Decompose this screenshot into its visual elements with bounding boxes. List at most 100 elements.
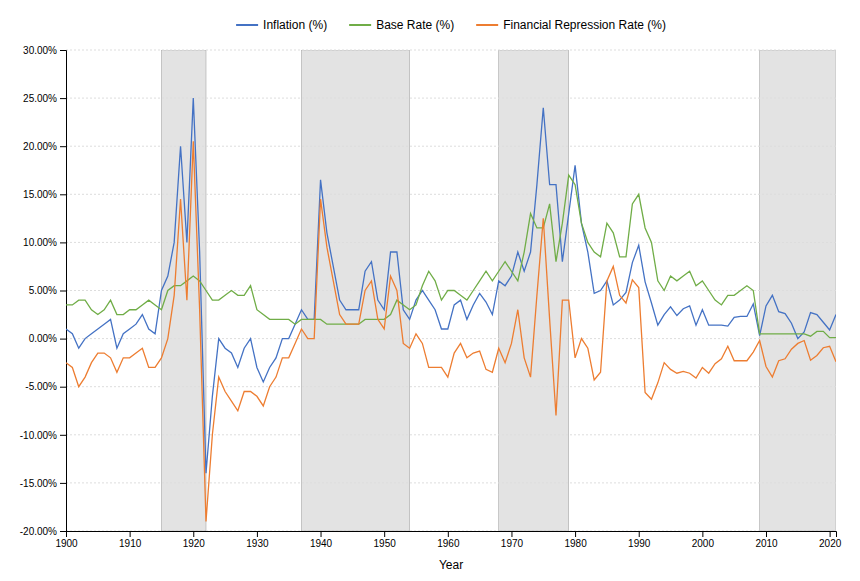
- x-tick: 1920: [183, 531, 206, 549]
- y-tick: -10.00%: [20, 430, 66, 441]
- grid-line: [66, 50, 836, 51]
- x-axis: 1900 1910 1920 1930 1940 1950 1960 1970 1980 1990…: [55, 531, 841, 549]
- y-tick-mark: [60, 291, 66, 292]
- legend-label: Inflation (%): [263, 18, 327, 32]
- legend-swatch: [349, 24, 371, 26]
- y-tick-mark: [60, 387, 66, 388]
- chart: 1900 1910 1920 1930 1940 1950 1960 1970 1980 1990…: [0, 0, 860, 581]
- x-tick: 2020: [819, 531, 842, 549]
- x-tick-label: 1910: [119, 538, 142, 549]
- y-tick: 5.00%: [29, 285, 66, 296]
- legend-item: Inflation (%): [236, 18, 327, 32]
- y-tick-label: 20.00%: [23, 141, 57, 152]
- y-tick-mark: [60, 242, 66, 243]
- x-tick-mark: [384, 531, 385, 537]
- x-tick: 1910: [119, 531, 142, 549]
- x-tick-mark: [130, 531, 131, 537]
- series-line: [66, 141, 836, 521]
- y-tick-label: 0.00%: [29, 333, 57, 344]
- grid-line: [66, 146, 836, 147]
- grid-line: [66, 434, 836, 435]
- x-tick-label: 1960: [437, 538, 460, 549]
- x-tick: 1970: [501, 531, 524, 549]
- y-tick: 25.00%: [23, 93, 66, 104]
- x-tick-mark: [257, 531, 258, 537]
- y-axis: -20.00% -15.00% -10.00% -5.00% 0.00% 5.00% 10.…: [20, 45, 67, 537]
- y-tick-label: -5.00%: [25, 381, 57, 392]
- x-tick-label: 1900: [55, 538, 78, 549]
- x-tick: 1980: [564, 531, 587, 549]
- y-tick-mark: [60, 98, 66, 99]
- y-tick-mark: [60, 531, 66, 532]
- y-axis-line: [60, 51, 67, 532]
- y-tick-mark: [60, 50, 66, 51]
- y-tick: -15.00%: [20, 478, 66, 489]
- y-tick-label: 30.00%: [23, 45, 57, 56]
- y-tick-mark: [60, 146, 66, 147]
- x-tick-mark: [448, 531, 449, 537]
- y-tick-label: -15.00%: [20, 478, 57, 489]
- y-tick: 0.00%: [29, 333, 66, 344]
- x-tick-label: 2010: [755, 538, 778, 549]
- x-tick: 1930: [246, 531, 269, 549]
- y-tick: 20.00%: [23, 141, 66, 152]
- x-axis-title: Year: [439, 558, 463, 572]
- y-tick-label: 25.00%: [23, 93, 57, 104]
- x-tick-label: 1980: [564, 538, 587, 549]
- y-tick-label: 5.00%: [29, 285, 57, 296]
- x-tick: 1900: [55, 531, 78, 549]
- x-tick-label: 2000: [692, 538, 715, 549]
- x-tick-mark: [639, 531, 640, 537]
- y-tick-label: 15.00%: [23, 189, 57, 200]
- x-tick-label: 1920: [183, 538, 206, 549]
- grid-line: [66, 482, 836, 483]
- series-line: [66, 98, 836, 473]
- x-tick: 2000: [692, 531, 715, 549]
- legend-swatch: [476, 24, 498, 26]
- x-tick-label: 1930: [246, 538, 269, 549]
- y-tick-label: -20.00%: [20, 526, 57, 537]
- y-tick: 10.00%: [23, 237, 66, 248]
- x-tick-label: 2020: [819, 538, 842, 549]
- x-tick: 1950: [374, 531, 397, 549]
- x-tick-label: 1950: [374, 538, 397, 549]
- x-tick: 1990: [628, 531, 651, 549]
- x-tick-mark: [321, 531, 322, 537]
- grid-line: [66, 194, 836, 195]
- grid: [66, 50, 836, 531]
- legend: Inflation (%) Base Rate (%) Financial Repr…: [236, 18, 666, 32]
- legend-label: Base Rate (%): [376, 18, 454, 32]
- x-axis-line: [67, 532, 837, 538]
- y-tick-mark: [60, 194, 66, 195]
- x-tick-mark: [193, 531, 194, 537]
- x-tick-mark: [830, 531, 831, 537]
- x-tick-mark: [766, 531, 767, 537]
- y-tick-mark: [60, 339, 66, 340]
- y-tick: 15.00%: [23, 189, 66, 200]
- x-tick-mark: [511, 531, 512, 537]
- x-tick-label: 1990: [628, 538, 651, 549]
- legend-item: Financial Repression Rate (%): [476, 18, 666, 32]
- x-tick: 2010: [755, 531, 778, 549]
- lines: [66, 98, 836, 521]
- y-tick-mark: [60, 435, 66, 436]
- y-tick-mark: [60, 483, 66, 484]
- grid-line: [66, 386, 836, 387]
- grid-line: [66, 242, 836, 243]
- x-tick-label: 1970: [501, 538, 524, 549]
- legend-item: Base Rate (%): [349, 18, 454, 32]
- y-tick: -5.00%: [25, 381, 66, 392]
- series-line: [66, 175, 836, 338]
- legend-label: Financial Repression Rate (%): [503, 18, 666, 32]
- grid-line: [66, 338, 836, 339]
- y-tick-label: -10.00%: [20, 430, 57, 441]
- grid-line: [66, 98, 836, 99]
- x-tick-mark: [702, 531, 703, 537]
- x-tick: 1960: [437, 531, 460, 549]
- y-tick-label: 10.00%: [23, 237, 57, 248]
- x-tick-label: 1940: [310, 538, 333, 549]
- legend-swatch: [236, 24, 258, 26]
- y-tick: -20.00%: [20, 526, 66, 537]
- y-tick: 30.00%: [23, 45, 66, 56]
- x-tick-mark: [575, 531, 576, 537]
